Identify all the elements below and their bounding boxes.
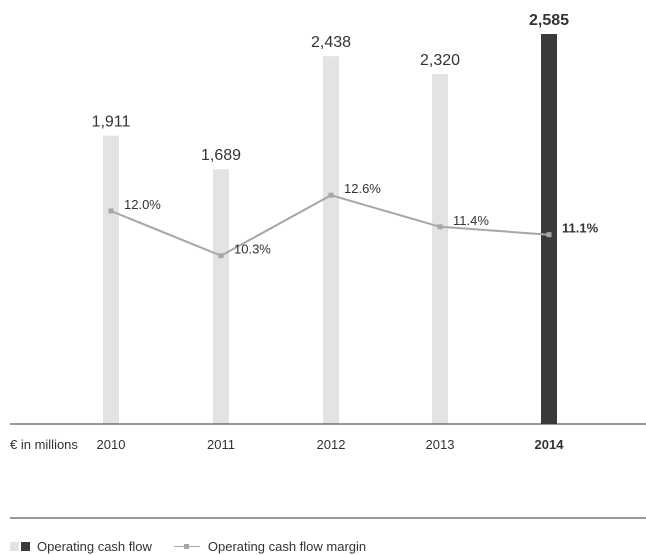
margin-points-layer	[108, 192, 552, 259]
legend-swatch-bar-dark	[21, 541, 30, 551]
legend: Operating cash flow Operating cash flow …	[10, 538, 367, 554]
bar-value-label-2010: 1,911	[92, 114, 131, 131]
margin-point-2010	[108, 208, 114, 214]
margin-point-2014	[546, 232, 552, 238]
bar-2012	[323, 56, 339, 424]
x-tick-label-2014: 2014	[535, 437, 565, 452]
legend-bar-label: Operating cash flow	[37, 538, 152, 554]
bars-layer	[103, 34, 557, 425]
x-tick-label-2011: 2011	[207, 437, 235, 452]
x-tick-label-2010: 2010	[97, 437, 126, 452]
bar-2014	[541, 34, 557, 424]
bar-value-label-2012: 2,438	[311, 34, 351, 51]
bar-value-label-2014: 2,585	[529, 12, 569, 29]
margin-point-2013	[437, 224, 443, 230]
margin-point-2012	[328, 192, 334, 198]
margin-label-2010: 12.0%	[124, 197, 161, 212]
bar-value-label-2011: 1,689	[201, 147, 241, 164]
bar-2013	[432, 73, 448, 425]
legend-line-icon	[173, 542, 200, 551]
bar-value-label-2013: 2,320	[420, 52, 460, 69]
margin-label-2012: 12.6%	[344, 181, 381, 196]
margin-label-2011: 10.3%	[234, 242, 271, 257]
labels-layer: 1,911 2010 12.0% 1,689 2011 10.3% 2,438 2012 12.…	[92, 12, 599, 452]
legend-line-label: Operating cash flow margin	[207, 538, 367, 554]
x-tick-label-2013: 2013	[426, 437, 455, 452]
unit-label: € in millions	[10, 437, 78, 452]
bar-2011	[213, 169, 229, 424]
legend-swatch-bar-light	[10, 541, 19, 551]
margin-label-2013: 11.4%	[453, 213, 489, 228]
bar-2010	[103, 135, 119, 425]
x-tick-label-2012: 2012	[317, 437, 346, 452]
margin-point-2011	[218, 253, 224, 259]
margin-label-2014: 11.1%	[562, 221, 599, 236]
